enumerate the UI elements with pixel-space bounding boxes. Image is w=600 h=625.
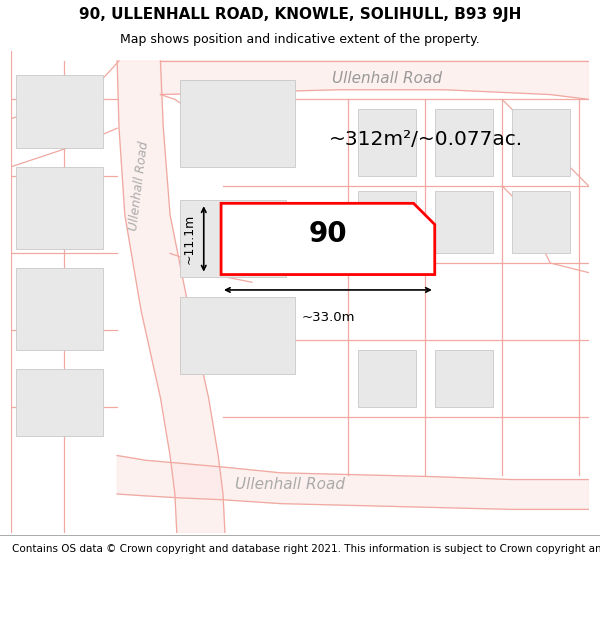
- Bar: [16, 369, 103, 436]
- Bar: [16, 268, 103, 349]
- Bar: [435, 109, 493, 176]
- Bar: [358, 109, 415, 176]
- Text: 90, ULLENHALL ROAD, KNOWLE, SOLIHULL, B93 9JH: 90, ULLENHALL ROAD, KNOWLE, SOLIHULL, B9…: [79, 7, 521, 22]
- Text: Ullenhall Road: Ullenhall Road: [332, 71, 442, 86]
- Text: Map shows position and indicative extent of the property.: Map shows position and indicative extent…: [120, 34, 480, 46]
- Text: Contains OS data © Crown copyright and database right 2021. This information is : Contains OS data © Crown copyright and d…: [12, 544, 600, 554]
- Bar: [16, 75, 103, 148]
- Bar: [512, 191, 569, 253]
- Bar: [435, 191, 493, 253]
- Polygon shape: [117, 61, 225, 532]
- Text: ~11.1m: ~11.1m: [183, 214, 196, 264]
- Bar: [358, 349, 415, 408]
- Polygon shape: [117, 456, 589, 509]
- Bar: [16, 167, 103, 249]
- Bar: [358, 191, 415, 253]
- Bar: [179, 201, 286, 278]
- Bar: [179, 80, 295, 167]
- Polygon shape: [160, 61, 589, 99]
- Text: Ullenhall Road: Ullenhall Road: [235, 477, 346, 492]
- Bar: [435, 349, 493, 408]
- Text: ~33.0m: ~33.0m: [301, 311, 355, 324]
- Text: ~312m²/~0.077ac.: ~312m²/~0.077ac.: [329, 130, 523, 149]
- Text: 90: 90: [308, 220, 347, 248]
- Text: Ullenhall Road: Ullenhall Road: [127, 141, 151, 231]
- Polygon shape: [221, 203, 435, 274]
- Bar: [512, 109, 569, 176]
- Bar: [179, 297, 295, 374]
